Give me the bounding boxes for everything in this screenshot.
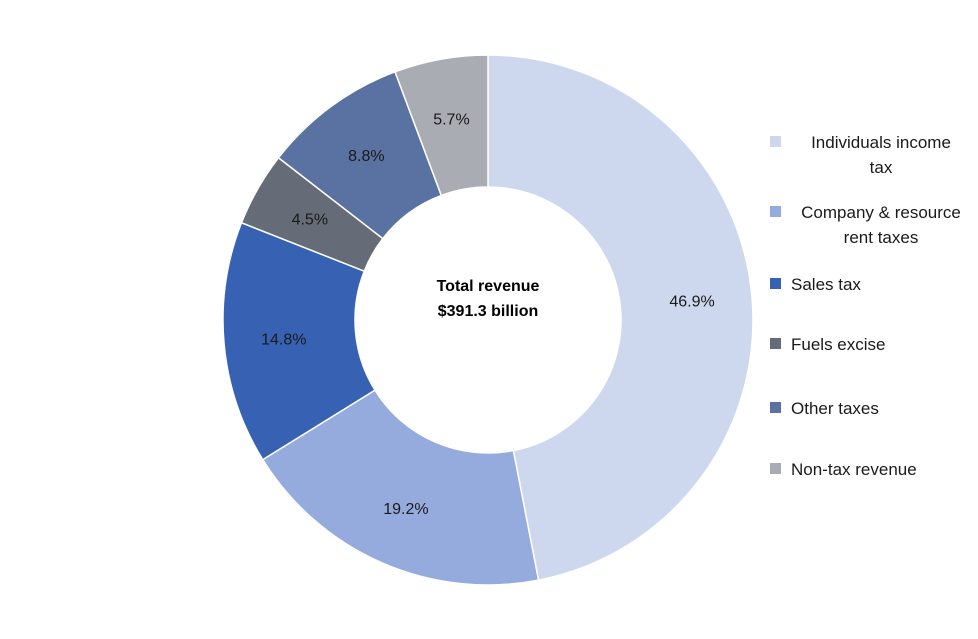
legend-swatch	[770, 402, 781, 413]
legend-item-other-taxes: Other taxes	[770, 396, 975, 421]
legend-item-individuals-income-tax: Individuals income tax	[770, 130, 975, 180]
legend-label: Company & resource rent taxes	[791, 200, 971, 250]
legend-label: Fuels excise	[791, 332, 971, 357]
center-label-title: Total revenue	[437, 278, 540, 295]
legend-swatch	[770, 136, 781, 147]
center-label-total: $391.3 billion	[438, 303, 538, 320]
legend-label: Sales tax	[791, 272, 971, 297]
legend-label: Individuals income tax	[791, 130, 971, 180]
slice-label-non-tax-revenue: 5.7%	[433, 111, 469, 128]
legend-swatch	[770, 463, 781, 474]
legend-label-line: tax	[869, 158, 893, 177]
slice-individuals-income-tax	[487, 54, 754, 582]
slice-non-tax-revenue	[394, 54, 489, 197]
legend-label-line: Fuels excise	[791, 335, 886, 354]
legend-item-company-resource-rent-taxes: Company & resource rent taxes	[770, 200, 975, 250]
legend-swatch	[770, 338, 781, 349]
legend-label: Other taxes	[791, 396, 971, 421]
legend-label-line: Sales tax	[791, 275, 861, 294]
legend-label-line: Company & resource	[801, 203, 961, 222]
legend-label-line: Non-tax revenue	[791, 460, 917, 479]
legend-item-sales-tax: Sales tax	[770, 272, 975, 297]
legend-swatch	[770, 206, 781, 217]
slices-group	[222, 54, 754, 586]
slice-label-company-resource-rent-taxes: 19.2%	[383, 501, 428, 518]
slice-labels-group: 46.9% 19.2% 14.8% 4.5% 8.8% 5.7%	[261, 111, 715, 518]
legend-item-non-tax-revenue: Non-tax revenue	[770, 457, 975, 482]
legend-label: Non-tax revenue	[791, 457, 971, 482]
slice-label-individuals-income-tax: 46.9%	[669, 293, 714, 310]
slice-label-fuels-excise: 4.5%	[292, 212, 328, 229]
slice-label-other-taxes: 8.8%	[348, 148, 384, 165]
legend-label-line: Other taxes	[791, 399, 879, 418]
slice-sales-tax	[222, 221, 376, 461]
legend-swatch	[770, 278, 781, 289]
slice-company-resource-rent-taxes	[261, 389, 540, 586]
legend-item-fuels-excise: Fuels excise	[770, 332, 975, 357]
slice-label-sales-tax: 14.8%	[261, 331, 306, 348]
legend-label-line: rent taxes	[843, 228, 919, 247]
legend-label-line: Individuals income	[811, 133, 951, 152]
